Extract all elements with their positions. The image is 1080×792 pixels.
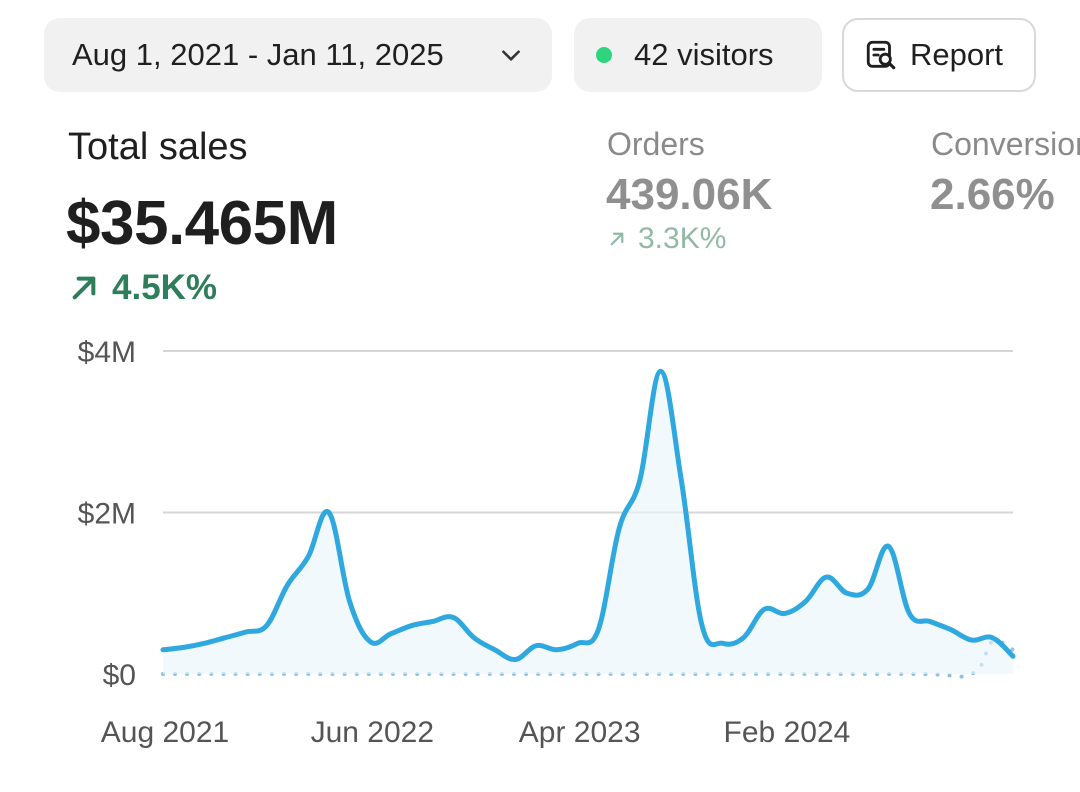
orders-change: 3.3K% — [608, 222, 726, 256]
sales-series-area — [163, 371, 1013, 674]
arrow-up-right-icon — [610, 232, 624, 246]
total-sales-value: $35.465M — [66, 189, 338, 258]
visitors-count: 42 visitors — [634, 37, 774, 72]
live-visitors-button[interactable]: 42 visitors — [574, 18, 822, 92]
report-search-icon — [866, 40, 896, 70]
total-sales-change: 4.5K% — [68, 268, 217, 308]
date-range-label: Aug 1, 2021 - Jan 11, 2025 — [72, 37, 444, 72]
report-label: Report — [910, 37, 1004, 72]
x-tick-label: Apr 2023 — [519, 716, 641, 749]
x-tick-label: Jun 2022 — [311, 716, 434, 749]
conversion-value: 2.66% — [930, 170, 1055, 219]
orders-label: Orders — [607, 126, 705, 162]
arrow-up-right-icon — [72, 276, 96, 300]
live-status-dot-icon — [596, 47, 612, 63]
y-tick-label: $4M — [78, 336, 136, 369]
report-button[interactable]: Report — [842, 18, 1036, 92]
x-tick-label: Aug 2021 — [101, 716, 229, 749]
y-tick-label: $2M — [78, 498, 136, 531]
total-sales-label: Total sales — [68, 126, 248, 168]
y-tick-label: $0 — [103, 659, 136, 692]
orders-change-value: 3.3K% — [638, 222, 727, 255]
sales-series-line — [160, 368, 1016, 662]
orders-value: 439.06K — [606, 170, 773, 219]
chevron-down-icon — [502, 50, 520, 61]
x-tick-label: Feb 2024 — [724, 716, 851, 749]
date-range-selector[interactable]: Aug 1, 2021 - Jan 11, 2025 — [44, 18, 552, 92]
conversion-label: Conversion — [931, 126, 1080, 162]
total-sales-change-value: 4.5K% — [112, 268, 218, 307]
